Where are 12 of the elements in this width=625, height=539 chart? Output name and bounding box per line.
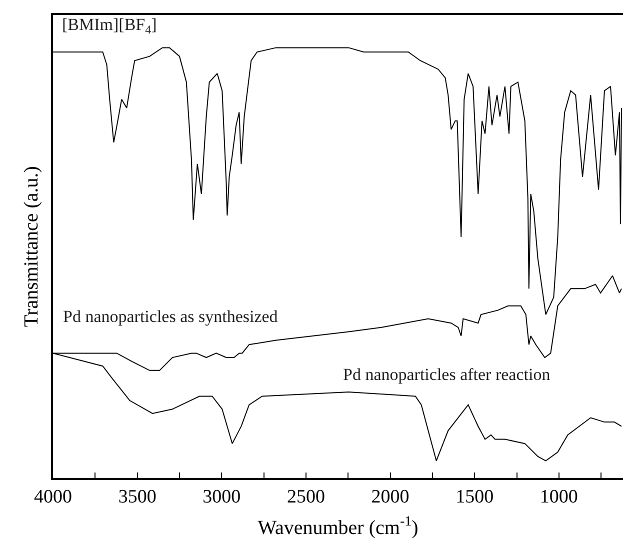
x-tick-label: 3500: [118, 486, 156, 508]
x-tick-label: 2500: [286, 486, 325, 508]
series-label: Pd nanoparticles after reaction: [343, 365, 551, 384]
series-label: Pd nanoparticles as synthesized: [63, 307, 278, 326]
x-tick-label: 4000: [34, 486, 72, 508]
x-tick-label: 3000: [202, 486, 241, 508]
x-tick-label: 2000: [371, 486, 410, 508]
series-label: [BMIm][BF$_{4}$]: [62, 15, 157, 37]
x-tick-label: 1000: [540, 486, 578, 508]
y-axis-title: Transmittance (a.u.): [20, 166, 42, 327]
x-axis-title: Wavenumber (cm$^{-1}$): [258, 514, 418, 539]
x-tick-label: 1500: [456, 486, 494, 508]
